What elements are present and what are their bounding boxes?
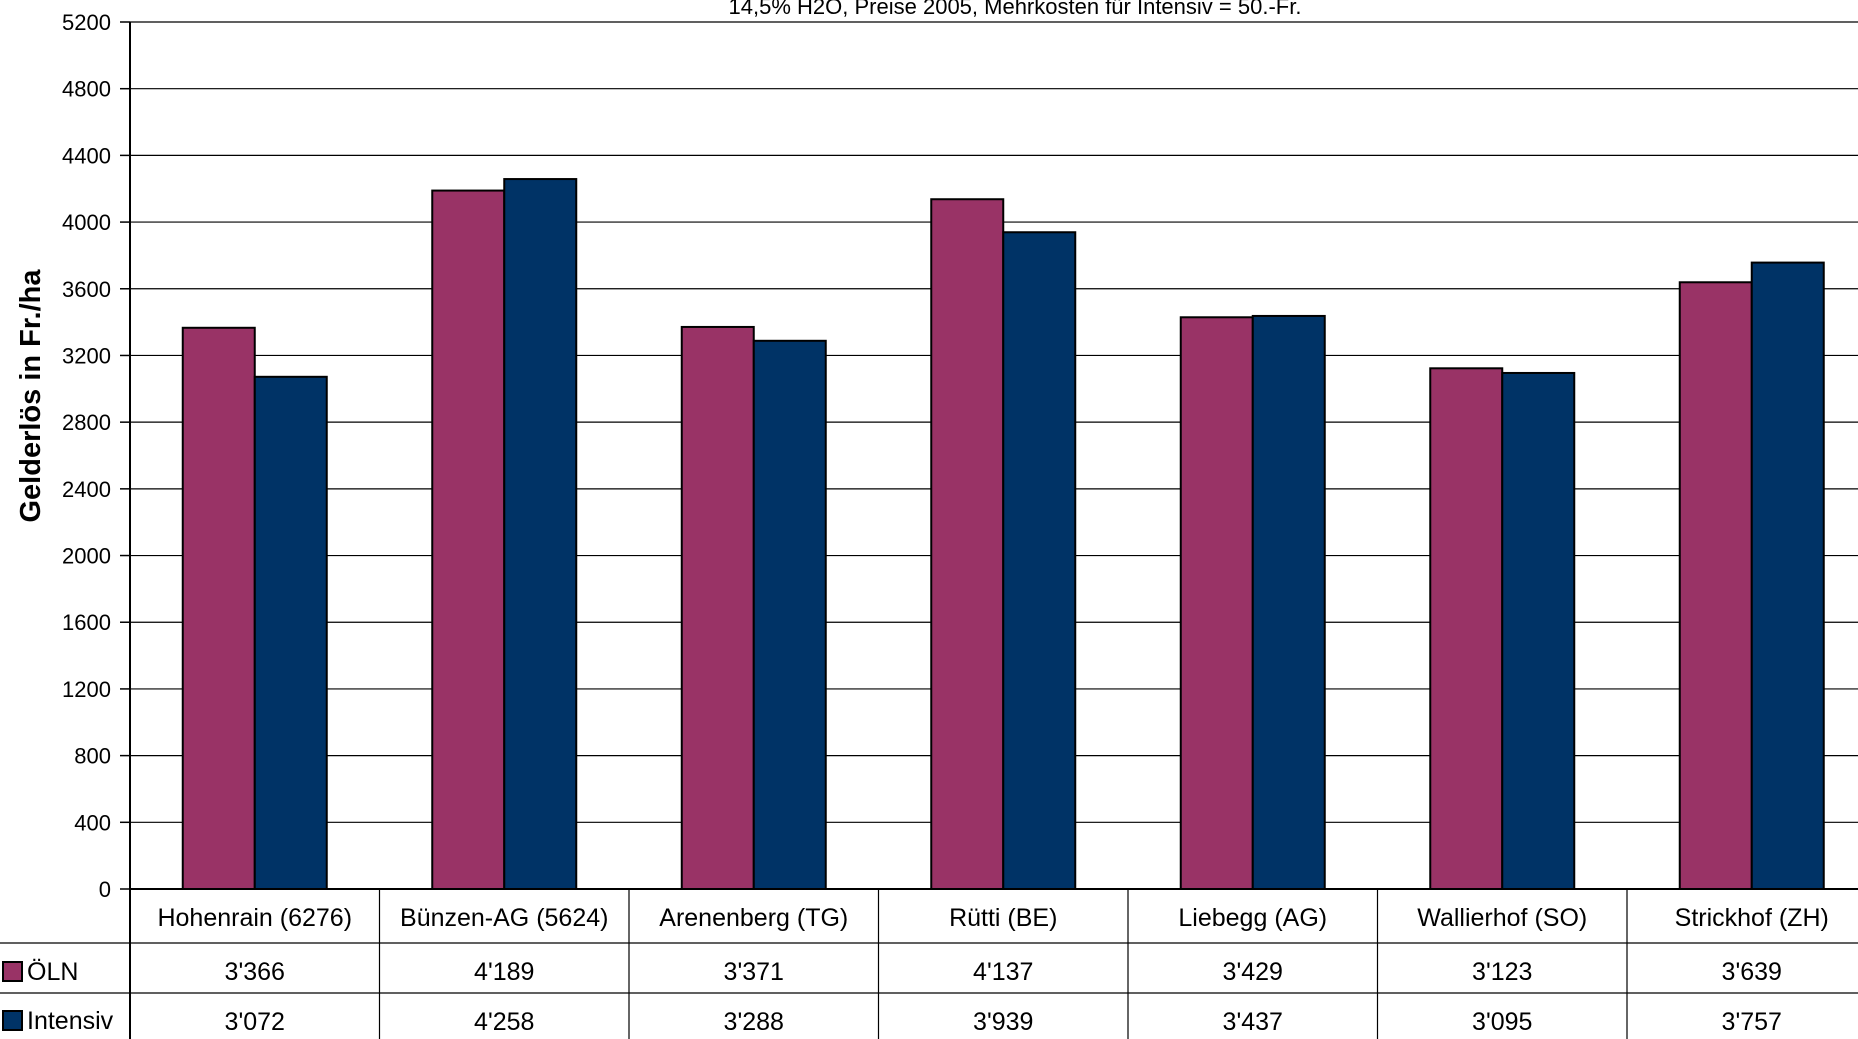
bar-intensiv — [1501, 371, 1576, 890]
bar-intensiv — [1750, 261, 1825, 890]
data-label-oeln: 3'123 — [1472, 958, 1532, 986]
y-tick-label: 2000 — [62, 544, 111, 569]
category-label: Strickhof (ZH) — [1675, 904, 1829, 932]
y-axis-label: Gelderlös in Fr./ha — [15, 269, 47, 523]
bar-oeln — [680, 325, 755, 891]
bar-oeln — [181, 326, 256, 890]
category-label: Liebegg (AG) — [1178, 904, 1327, 932]
y-tick-label: 0 — [99, 877, 111, 902]
category-label: Hohenrain (6276) — [157, 904, 352, 932]
data-label-intensiv: 3'437 — [1223, 1008, 1283, 1036]
data-label-intensiv: 3'072 — [225, 1008, 285, 1036]
bar-oeln — [431, 189, 506, 890]
data-table: Hohenrain (6276) 3'366 3'072 Bünzen-AG (562… — [0, 888, 1858, 1039]
category-label: Arenenberg (TG) — [659, 904, 848, 932]
y-tick-label: 3200 — [62, 343, 111, 368]
bar-intensiv — [503, 178, 578, 891]
y-tick-label: 4400 — [62, 143, 111, 168]
bar-oeln — [1179, 316, 1254, 890]
legend-key-oeln — [2, 961, 23, 982]
y-tick-label: 1600 — [62, 610, 111, 635]
category-label: Rütti (BE) — [949, 904, 1057, 932]
y-tick-label: 2400 — [62, 477, 111, 502]
data-label-oeln: 3'371 — [724, 958, 784, 986]
y-tick-label: 3600 — [62, 277, 111, 302]
bar-intensiv — [1002, 231, 1077, 890]
data-label-oeln: 4'189 — [474, 958, 534, 986]
legend-key-intensiv — [2, 1010, 23, 1031]
data-label-oeln: 3'429 — [1223, 958, 1283, 986]
data-label-oeln: 3'639 — [1722, 958, 1782, 986]
y-tick-label: 4800 — [62, 77, 111, 102]
y-axis-ticks: 0 400 800 1200 1600 2000 2400 2800 3200 3600 4000 4… — [62, 10, 130, 902]
bars — [181, 178, 1825, 891]
category-label: Bünzen-AG (5624) — [400, 904, 608, 932]
legend-label-intensiv: Intensiv — [27, 1007, 114, 1035]
data-label-oeln: 3'366 — [225, 958, 285, 986]
y-tick-label: 4000 — [62, 210, 111, 235]
bar-intensiv — [253, 375, 328, 890]
legend-label-oeln: ÖLN — [27, 958, 78, 986]
y-tick-label: 2800 — [62, 410, 111, 435]
chart-subtitle: 14,5% H2O, Preise 2005, Mehrkosten für I… — [729, 0, 1302, 19]
data-label-intensiv: 3'757 — [1722, 1008, 1782, 1036]
y-tick-label: 5200 — [62, 10, 111, 35]
bar-intensiv — [1251, 314, 1326, 890]
data-label-intensiv: 3'095 — [1472, 1008, 1532, 1036]
bar-intensiv — [752, 339, 827, 890]
y-tick-label: 400 — [74, 810, 111, 835]
data-label-intensiv: 4'258 — [474, 1008, 534, 1036]
bar-oeln — [1429, 367, 1504, 890]
category-label: Wallierhof (SO) — [1417, 904, 1587, 932]
bar-oeln — [1678, 281, 1753, 890]
data-label-intensiv: 3'939 — [973, 1008, 1033, 1036]
data-label-intensiv: 3'288 — [724, 1008, 784, 1036]
y-tick-label: 1200 — [62, 677, 111, 702]
y-tick-label: 800 — [74, 744, 111, 769]
axes — [129, 22, 1858, 1039]
bar-oeln — [930, 198, 1005, 890]
data-label-oeln: 4'137 — [973, 958, 1033, 986]
